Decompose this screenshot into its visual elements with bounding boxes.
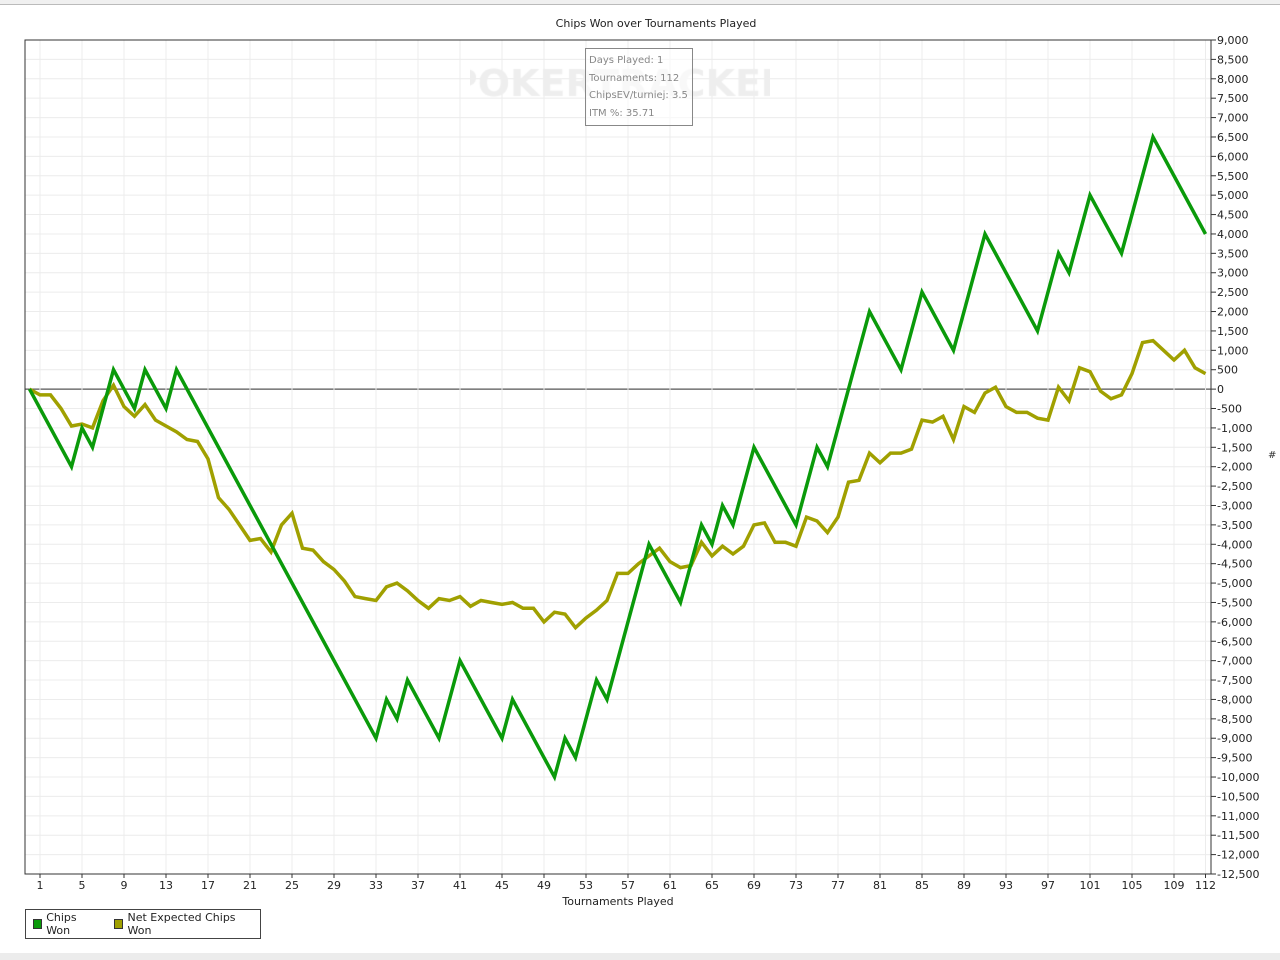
y-tick-label: -10,500 <box>1217 790 1259 803</box>
x-axis-label: Tournaments Played <box>561 895 673 908</box>
x-tick-label: 97 <box>1041 879 1055 892</box>
x-tick-label: 73 <box>789 879 803 892</box>
x-tick-label: 85 <box>915 879 929 892</box>
legend-item-net-expected[interactable]: Net Expected Chips Won <box>114 911 250 937</box>
y-tick-label: -1,000 <box>1217 422 1252 435</box>
y-tick-label: 500 <box>1217 364 1238 377</box>
y-tick-label: 9,000 <box>1217 34 1249 47</box>
x-tick-label: 69 <box>747 879 761 892</box>
plot-border <box>24 39 1212 875</box>
y-tick-label: 1,000 <box>1217 344 1249 357</box>
x-tick-label: 81 <box>873 879 887 892</box>
y-tick-label: 8,000 <box>1217 73 1249 86</box>
x-tick-label: 37 <box>411 879 425 892</box>
y-tick-label: -8,500 <box>1217 713 1252 726</box>
x-tick-label: 53 <box>579 879 593 892</box>
y-tick-label: -2,000 <box>1217 461 1252 474</box>
x-tick-label: 89 <box>957 879 971 892</box>
y-tick-label: -9,000 <box>1217 732 1252 745</box>
y-tick-label: -6,500 <box>1217 635 1252 648</box>
series-line-chips-won <box>27 132 1208 782</box>
x-tick-label: 77 <box>831 879 845 892</box>
x-tick-label: 13 <box>159 879 173 892</box>
x-tick-label: 45 <box>495 879 509 892</box>
y-tick-label: -6,000 <box>1217 616 1252 629</box>
y-tick-label: 5,000 <box>1217 189 1249 202</box>
tooltip-chips-ev: ChipsEV/turniej: 3.5 <box>589 90 688 101</box>
legend: Chips Won Net Expected Chips Won <box>25 909 261 939</box>
x-tick-label: 109 <box>1164 879 1185 892</box>
x-tick-label: 25 <box>285 879 299 892</box>
tooltip-tournaments: Tournaments: 112 <box>589 72 680 84</box>
chart-title: Chips Won over Tournaments Played <box>556 17 757 30</box>
y-tick-label: 2,000 <box>1217 306 1249 319</box>
y-tick-label: -12,000 <box>1217 849 1259 862</box>
y-tick-label: 3,000 <box>1217 267 1249 280</box>
right-marker: # <box>1268 450 1277 461</box>
x-tick-label: 61 <box>663 879 677 892</box>
x-tick-label: 21 <box>243 879 257 892</box>
tooltip: Days Played: 1 Tournaments: 112 ChipsEV/… <box>585 48 693 126</box>
legend-label: Chips Won <box>46 911 77 937</box>
y-tick-label: -2,500 <box>1217 480 1252 493</box>
y-tick-label: -3,000 <box>1217 499 1252 512</box>
x-tick-label: 57 <box>621 879 635 892</box>
tooltip-itm: ITM %: 35.71 <box>589 107 655 119</box>
y-tick-label: -5,000 <box>1217 577 1252 590</box>
x-tick-label: 65 <box>705 879 719 892</box>
y-tick-label: -5,500 <box>1217 596 1252 609</box>
x-tick-label: 1 <box>37 879 44 892</box>
x-tick-label: 112 <box>1195 879 1216 892</box>
y-tick-label: -11,000 <box>1217 810 1259 823</box>
legend-swatch-icon <box>114 919 124 929</box>
legend-swatch-icon <box>33 919 43 929</box>
y-tick-label: 8,500 <box>1217 53 1249 66</box>
x-tick-label: 5 <box>79 879 86 892</box>
x-tick-label: 17 <box>201 879 215 892</box>
y-tick-label: -7,000 <box>1217 655 1252 668</box>
window-bottom-bar <box>0 953 1280 960</box>
series-line-net-expected-chips-won <box>28 338 1207 631</box>
y-tick-label: -1,500 <box>1217 441 1252 454</box>
y-tick-label: -12,500 <box>1217 868 1259 881</box>
y-tick-label: 1,500 <box>1217 325 1249 338</box>
y-tick-label: 6,500 <box>1217 131 1249 144</box>
x-tick-label: 93 <box>999 879 1013 892</box>
window-top-bar <box>0 0 1280 5</box>
y-tick-label: 0 <box>1217 383 1224 396</box>
y-tick-label: 7,000 <box>1217 112 1249 125</box>
y-tick-label: 7,500 <box>1217 92 1249 105</box>
y-tick-label: 3,500 <box>1217 247 1249 260</box>
y-tick-label: 4,000 <box>1217 228 1249 241</box>
y-tick-label: -8,000 <box>1217 693 1252 706</box>
legend-item-chips-won[interactable]: Chips Won <box>33 911 98 937</box>
y-tick-label: -3,500 <box>1217 519 1252 532</box>
y-tick-label: 6,000 <box>1217 150 1249 163</box>
y-tick-label: 5,500 <box>1217 170 1249 183</box>
tooltip-days-played: Days Played: 1 <box>589 55 664 66</box>
y-tick-label: -500 <box>1217 403 1242 416</box>
x-tick-label: 49 <box>537 879 551 892</box>
x-tick-label: 9 <box>121 879 128 892</box>
x-tick-label: 105 <box>1122 879 1143 892</box>
y-tick-label: -10,000 <box>1217 771 1259 784</box>
x-tick-label: 41 <box>453 879 467 892</box>
x-tick-label: 33 <box>369 879 383 892</box>
y-tick-label: -7,500 <box>1217 674 1252 687</box>
y-tick-label: -11,500 <box>1217 829 1259 842</box>
y-tick-label: -9,500 <box>1217 752 1252 765</box>
x-tick-label: 29 <box>327 879 341 892</box>
grid <box>25 39 1211 875</box>
y-tick-label: -4,500 <box>1217 558 1252 571</box>
legend-label: Net Expected Chips Won <box>127 911 236 937</box>
y-tick-label: -4,000 <box>1217 538 1252 551</box>
y-tick-label: 4,500 <box>1217 209 1249 222</box>
y-tick-label: 2,500 <box>1217 286 1249 299</box>
x-tick-label: 101 <box>1080 879 1101 892</box>
